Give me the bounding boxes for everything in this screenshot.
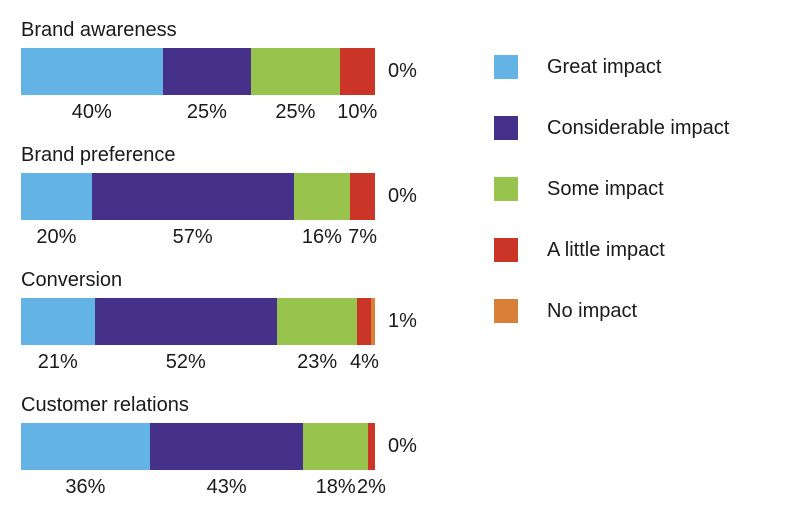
segment-value-label: 4% xyxy=(350,351,379,373)
legend-item-considerable-impact: Considerable impact xyxy=(494,116,729,140)
bar-segment-great-impact xyxy=(21,48,163,95)
bar-end-value-label: 0% xyxy=(388,185,417,207)
bar-end-value-label: 0% xyxy=(388,435,417,457)
legend-item-label: Great impact xyxy=(547,55,662,78)
category-label: Customer relations xyxy=(21,394,189,416)
bar-segment-a-little-impact xyxy=(339,48,375,95)
legend-item-label: Considerable impact xyxy=(547,116,730,139)
bar-segment-no-impact xyxy=(371,298,375,345)
bar-segment-some-impact xyxy=(276,298,358,345)
bar-segment-great-impact xyxy=(21,423,150,470)
legend-swatch-great-impact xyxy=(494,55,518,79)
segment-value-label: 2% xyxy=(356,476,386,498)
segment-value-labels: 36% 43% 18% 2% xyxy=(21,476,386,498)
bar-segment-some-impact xyxy=(293,173,351,220)
stacked-bar-chart: Brand awareness 0% 40% 25% 25% 10% Brand prefe… xyxy=(21,18,461,518)
category-label: Brand preference xyxy=(21,144,176,166)
bar-segment-considerable-impact xyxy=(91,173,294,220)
stacked-bar xyxy=(21,48,375,95)
segment-value-label: 57% xyxy=(172,226,213,248)
segment-value-label: 7% xyxy=(348,226,378,248)
segment-value-label: 16% xyxy=(301,226,342,248)
segment-value-label: 40% xyxy=(71,101,112,123)
segment-value-label: 18% xyxy=(315,476,356,498)
segment-value-labels: 20% 57% 16% 7% xyxy=(21,226,378,248)
segment-value-label: 25% xyxy=(275,101,316,123)
chart-row-brand-awareness: Brand awareness 0% 40% 25% 25% 10% xyxy=(21,18,461,143)
bar-row: 0% xyxy=(21,173,461,220)
bar-end-value-label: 0% xyxy=(388,60,417,82)
segment-value-labels: 21% 52% 23% 4% xyxy=(21,351,379,373)
segment-value-label: 20% xyxy=(36,226,77,248)
legend: Great impact Considerable impact Some impa… xyxy=(494,55,729,323)
segment-value-label: 10% xyxy=(337,101,378,123)
bar-segment-great-impact xyxy=(21,173,92,220)
bar-segment-some-impact xyxy=(251,48,340,95)
bar-segment-considerable-impact xyxy=(162,48,252,95)
segment-value-label: 21% xyxy=(37,351,78,373)
legend-item-no-impact: No impact xyxy=(494,299,729,323)
chart-row-brand-preference: Brand preference 0% 20% 57% 16% 7% xyxy=(21,143,461,268)
bar-segment-some-impact xyxy=(303,423,368,470)
legend-item-label: Some impact xyxy=(547,177,664,200)
stacked-bar xyxy=(21,298,375,345)
legend-swatch-a-little-impact xyxy=(494,238,518,262)
legend-item-some-impact: Some impact xyxy=(494,177,729,201)
bar-row: 1% xyxy=(21,298,461,345)
legend-item-label: No impact xyxy=(547,299,638,322)
bar-end-value-label: 1% xyxy=(388,310,417,332)
bar-segment-a-little-impact xyxy=(357,298,372,345)
category-label: Conversion xyxy=(21,269,123,291)
bar-segment-great-impact xyxy=(21,298,95,345)
bar-row: 0% xyxy=(21,423,461,470)
chart-row-customer-relations: Customer relations 0% 36% 43% 18% 2% xyxy=(21,393,461,518)
bar-segment-considerable-impact xyxy=(149,423,304,470)
legend-swatch-considerable-impact xyxy=(494,116,518,140)
segment-value-label: 36% xyxy=(65,476,106,498)
segment-value-label: 25% xyxy=(186,101,227,123)
bar-row: 0% xyxy=(21,48,461,95)
legend-swatch-no-impact xyxy=(494,299,518,323)
segment-value-label: 43% xyxy=(206,476,247,498)
legend-item-label: A little impact xyxy=(547,238,665,261)
legend-swatch-some-impact xyxy=(494,177,518,201)
bar-segment-a-little-impact xyxy=(367,423,375,470)
segment-value-label: 23% xyxy=(297,351,338,373)
stacked-bar xyxy=(21,423,375,470)
legend-item-great-impact: Great impact xyxy=(494,55,729,79)
stacked-bar xyxy=(21,173,375,220)
category-label: Brand awareness xyxy=(21,19,177,41)
segment-value-label: 52% xyxy=(165,351,206,373)
segment-value-labels: 40% 25% 25% 10% xyxy=(21,101,378,123)
chart-row-conversion: Conversion 1% 21% 52% 23% 4% xyxy=(21,268,461,393)
bar-segment-a-little-impact xyxy=(350,173,375,220)
legend-item-a-little-impact: A little impact xyxy=(494,238,729,262)
bar-segment-considerable-impact xyxy=(94,298,277,345)
